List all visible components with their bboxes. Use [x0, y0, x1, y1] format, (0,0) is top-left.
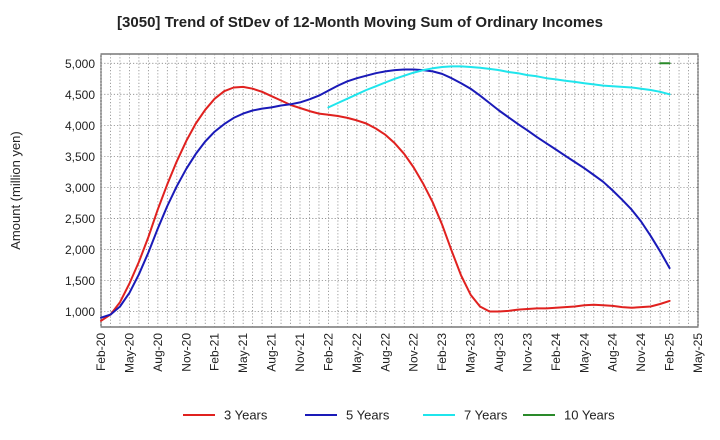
y-axis-label: Amount (million yen)	[8, 131, 23, 250]
x-tick-label: Nov-22	[407, 333, 421, 372]
y-tick-label: 4,000	[65, 119, 95, 133]
x-tick-label: Feb-24	[549, 333, 563, 371]
x-tick-label: May-23	[464, 333, 478, 373]
y-tick-label: 1,000	[65, 305, 95, 319]
y-tick-label: 5,000	[65, 57, 95, 71]
x-tick-label: May-21	[236, 333, 250, 373]
x-tick-label: May-24	[577, 333, 591, 373]
x-tick-label: Nov-24	[634, 333, 648, 372]
x-tick-label: Aug-21	[265, 333, 279, 372]
series-line-5-years	[100, 68, 671, 319]
x-tick-label: Aug-23	[492, 333, 506, 372]
x-tick-label: Feb-20	[94, 333, 108, 371]
legend-label-3-years: 3 Years	[224, 408, 268, 423]
x-tick-label: May-25	[691, 333, 705, 373]
x-tick-label: Aug-22	[378, 333, 392, 372]
x-tick-label: Nov-20	[179, 333, 193, 372]
y-tick-label: 2,500	[65, 212, 95, 226]
series-line-7-years	[327, 65, 671, 109]
x-tick-label: May-20	[122, 333, 136, 373]
legend-label-5-years: 5 Years	[346, 408, 390, 423]
x-tick-label: Nov-23	[520, 333, 534, 372]
x-tick-label: Feb-21	[208, 333, 222, 371]
y-tick-label: 3,500	[65, 150, 95, 164]
y-tick-label: 2,000	[65, 243, 95, 257]
legend-label-10-years: 10 Years	[564, 408, 615, 423]
x-tick-label: Aug-24	[606, 333, 620, 372]
x-tick-label: May-22	[350, 333, 364, 373]
y-tick-label: 1,500	[65, 274, 95, 288]
series-line-3-years	[100, 85, 671, 322]
x-tick-label: Feb-22	[321, 333, 335, 371]
x-tick-label: Feb-23	[435, 333, 449, 371]
y-tick-label: 4,500	[65, 88, 95, 102]
chart-title: [3050] Trend of StDev of 12-Month Moving…	[117, 14, 603, 31]
x-tick-label: Aug-20	[151, 333, 165, 372]
y-tick-label: 3,000	[65, 181, 95, 195]
plot-area	[100, 53, 699, 328]
x-tick-label: Feb-25	[663, 333, 677, 371]
legend-label-7-years: 7 Years	[464, 408, 508, 423]
x-tick-label: Nov-21	[293, 333, 307, 372]
